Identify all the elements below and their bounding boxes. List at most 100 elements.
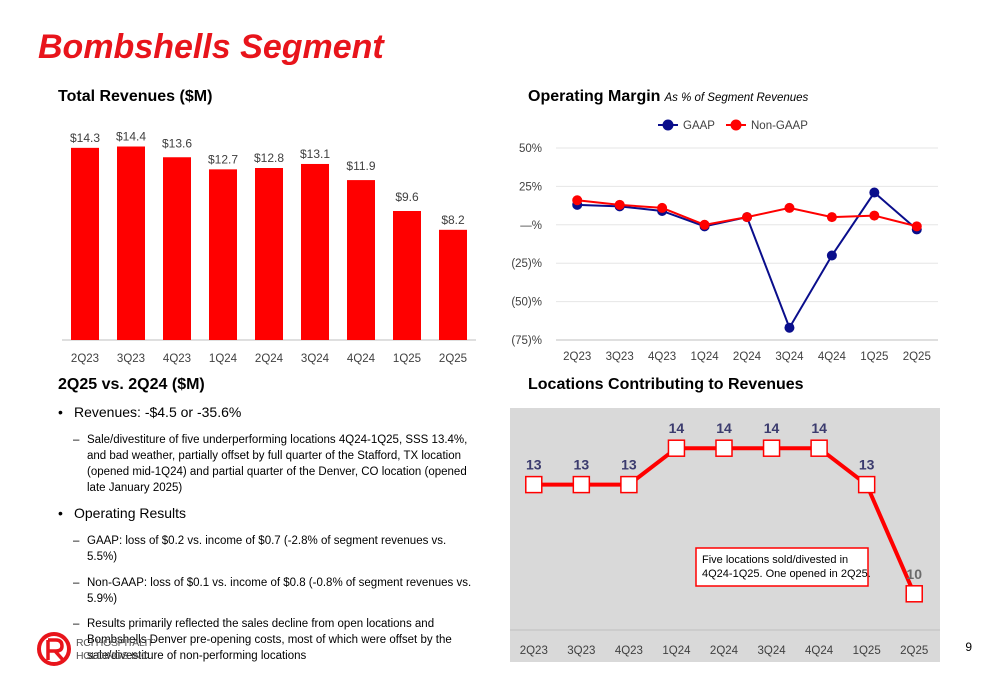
sub-bullet-text: Results primarily reflected the sales de… bbox=[87, 617, 452, 662]
revenues-chart-title: Total Revenues ($M) bbox=[58, 88, 213, 105]
x-tick-label: 3Q24 bbox=[757, 645, 786, 657]
series-point bbox=[869, 187, 880, 198]
x-tick-label: 1Q25 bbox=[860, 351, 888, 363]
bullet-operating-results: • Operating Results bbox=[58, 505, 187, 522]
data-label: 13 bbox=[574, 457, 590, 473]
x-tick-label: 2Q24 bbox=[733, 351, 762, 363]
data-label: 10 bbox=[906, 566, 922, 582]
callout-text: Five locations sold/divested in bbox=[702, 554, 848, 566]
revenue-bar bbox=[439, 229, 467, 340]
revenue-bar bbox=[209, 169, 237, 340]
x-tick-label: 2Q23 bbox=[520, 645, 548, 657]
legend-marker bbox=[730, 119, 742, 131]
x-tick-label: 3Q24 bbox=[775, 351, 804, 363]
bar-data-label: $8.2 bbox=[441, 213, 465, 227]
x-tick-label: 2Q23 bbox=[71, 353, 99, 365]
series-point bbox=[525, 475, 543, 494]
logo-line1: RCI HOSPITALITY bbox=[76, 637, 156, 649]
revenue-bar bbox=[71, 147, 99, 340]
bar-data-label: $13.1 bbox=[300, 147, 330, 161]
legend-label: GAAP bbox=[683, 120, 715, 132]
page-title: Bombshells Segment bbox=[38, 28, 384, 66]
bar-data-label: $14.3 bbox=[70, 131, 100, 145]
series-point bbox=[826, 212, 837, 223]
x-tick-label: 2Q25 bbox=[900, 645, 928, 657]
locations-chart-title: Locations Contributing to Revenues bbox=[528, 376, 804, 393]
sub-bullet: – GAAP: loss of $0.2 vs. income of $0.7 (… bbox=[73, 533, 478, 565]
series-point bbox=[784, 202, 795, 213]
bullet-text: Revenues: -$4.5 or -35.6% bbox=[74, 404, 242, 420]
data-label: 13 bbox=[621, 457, 637, 473]
revenue-bar bbox=[347, 180, 375, 340]
bar-data-label: $11.9 bbox=[346, 159, 375, 173]
bar-data-label: $14.4 bbox=[116, 130, 146, 144]
y-tick-label: (25)% bbox=[511, 258, 542, 270]
company-logo: RCI HOSPITALITY HOLDINGS INC bbox=[36, 628, 161, 675]
x-tick-label: 3Q24 bbox=[301, 353, 330, 365]
x-tick-label: 2Q25 bbox=[439, 353, 467, 365]
x-tick-label: 2Q23 bbox=[563, 351, 591, 363]
callout-box bbox=[695, 547, 869, 587]
legend-marker bbox=[662, 119, 674, 131]
x-tick-label: 3Q23 bbox=[567, 645, 595, 657]
sub-bullet-text: Sale/divestiture of five underperforming… bbox=[87, 434, 468, 495]
data-label: 13 bbox=[526, 457, 542, 473]
revenues-bar-chart: $14.3 2Q23 $14.4 3Q23 $13.6 4Q23 $12.7 1Q24 $12.… bbox=[62, 130, 476, 365]
logo-line2: HOLDINGS INC bbox=[76, 650, 149, 662]
series-point bbox=[742, 212, 752, 223]
bar-data-label: $12.7 bbox=[208, 152, 238, 166]
series-point bbox=[614, 199, 625, 210]
callout-text: 4Q24-1Q25. One opened in 2Q25. bbox=[702, 568, 871, 580]
x-tick-label: 2Q24 bbox=[710, 645, 739, 657]
x-tick-label: 3Q23 bbox=[117, 353, 145, 365]
x-tick-label: 4Q24 bbox=[347, 353, 376, 365]
legend-label: Non-GAAP bbox=[751, 120, 808, 132]
series-point bbox=[911, 221, 922, 232]
series-point bbox=[762, 439, 781, 457]
rci-logo-icon: RCI HOSPITALITY HOLDINGS INC bbox=[37, 632, 161, 666]
bullet-text: Operating Results bbox=[74, 505, 187, 522]
sub-bullet-text: GAAP: loss of $0.2 vs. income of $0.7 (-… bbox=[87, 535, 447, 564]
margin-subtitle: As % of Segment Revenues bbox=[664, 92, 809, 104]
series-point bbox=[826, 250, 837, 261]
y-tick-label: 50% bbox=[519, 143, 542, 155]
revenue-bar bbox=[163, 157, 191, 340]
x-tick-label: 1Q24 bbox=[662, 645, 691, 657]
x-tick-label: 4Q23 bbox=[615, 645, 643, 657]
x-tick-label: 3Q23 bbox=[606, 351, 634, 363]
series-point bbox=[572, 195, 583, 206]
x-tick-label: 2Q24 bbox=[255, 353, 284, 365]
data-label: 14 bbox=[669, 420, 685, 436]
data-label: 14 bbox=[811, 420, 827, 436]
data-label: 13 bbox=[859, 457, 875, 473]
x-tick-label: 1Q24 bbox=[209, 353, 238, 365]
data-label: 14 bbox=[716, 420, 732, 436]
series-point bbox=[857, 475, 876, 494]
sub-bullet-text: Non-GAAP: loss of $0.1 vs. income of $0.… bbox=[87, 576, 472, 605]
x-tick-label: 1Q24 bbox=[690, 351, 719, 363]
x-tick-label: 4Q23 bbox=[648, 351, 676, 363]
operating-margin-line-chart: 50% 25% —% (25)% (50)% (75)% 2Q23 3Q23 4Q23 1Q24 2… bbox=[511, 119, 938, 363]
series-point bbox=[810, 439, 828, 457]
y-tick-label: —% bbox=[520, 220, 542, 232]
x-tick-label: 1Q25 bbox=[393, 353, 421, 365]
margin-title-text: Operating Margin bbox=[528, 88, 661, 105]
comparison-bullets: • Revenues: -$4.5 or -35.6% – Sale/divesti… bbox=[58, 404, 478, 673]
sub-bullet: – Sale/divestiture of five underperformin… bbox=[73, 432, 478, 496]
series-point bbox=[572, 475, 591, 494]
y-tick-label: (75)% bbox=[511, 335, 542, 347]
series-point bbox=[699, 219, 710, 230]
margin-chart-title: Operating Margin As % of Segment Revenues bbox=[528, 88, 808, 106]
sub-bullet: – Results primarily reflected the sales d… bbox=[73, 616, 478, 664]
series-point bbox=[784, 322, 795, 333]
sub-bullet: – Non-GAAP: loss of $0.1 vs. income of $0… bbox=[73, 575, 478, 607]
x-tick-label: 4Q23 bbox=[163, 353, 191, 365]
revenue-bar bbox=[301, 163, 329, 340]
revenue-bar bbox=[117, 146, 145, 340]
page-number: 9 bbox=[965, 640, 972, 654]
y-tick-label: (50)% bbox=[511, 297, 542, 309]
bar-data-label: $13.6 bbox=[162, 136, 192, 150]
series-point bbox=[657, 202, 668, 213]
revenue-bar bbox=[393, 211, 421, 340]
comparison-title: 2Q25 vs. 2Q24 ($M) bbox=[58, 376, 205, 393]
